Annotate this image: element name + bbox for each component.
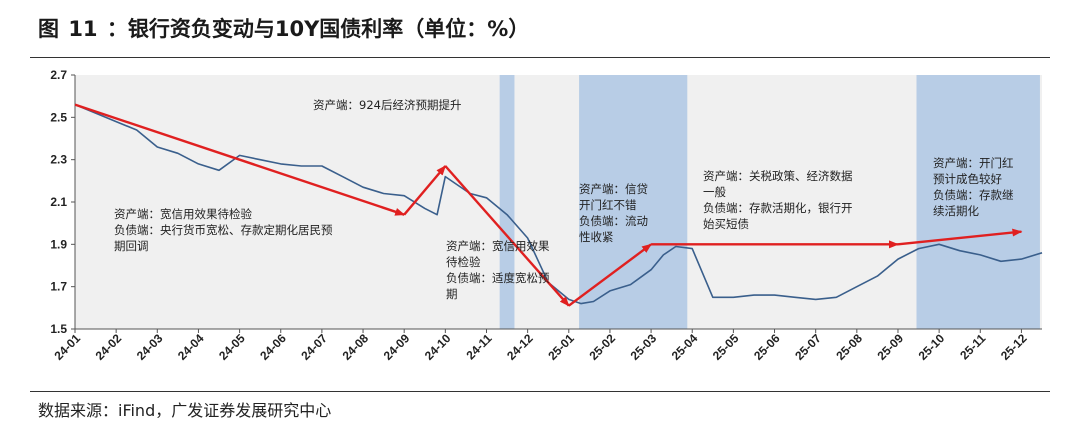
shaded-period-2 xyxy=(579,75,688,329)
x-tick-label: 24-02 xyxy=(93,331,125,363)
x-tick-label: 24-08 xyxy=(340,331,372,363)
figure-title-prefix: 图 xyxy=(38,17,59,41)
x-tick-label: 24-06 xyxy=(257,331,289,363)
x-tick-label: 25-05 xyxy=(710,331,742,363)
y-tick-label: 2.1 xyxy=(50,195,67,209)
x-tick-label: 25-12 xyxy=(998,331,1030,363)
annotation-3-line-4: 期 xyxy=(446,287,458,301)
x-tick-label: 24-10 xyxy=(422,331,454,363)
source-note: 数据来源：iFind，广发证券发展研究中心 xyxy=(38,401,332,420)
annotation-1-line-1: 资产端：924后经济预期提升 xyxy=(313,98,461,112)
annotation-3-line-3: 负债端：适度宽松预 xyxy=(446,271,550,285)
annotation-6-line-2: 预计成色较好 xyxy=(933,172,1002,186)
y-tick-label: 2.3 xyxy=(50,153,67,167)
annotation-5-line-3: 负债端：存款活期化，银行开 xyxy=(703,201,853,215)
annotation-4-line-1: 资产端：信贷 xyxy=(579,182,648,196)
y-tick-label: 1.9 xyxy=(50,237,67,251)
x-tick-label: 24-05 xyxy=(216,331,248,363)
annotation-6-line-1: 资产端：开门红 xyxy=(933,156,1014,170)
annotation-6-line-4: 续活期化 xyxy=(933,204,979,218)
annotation-4-line-2: 开门红不错 xyxy=(579,198,637,212)
annotation-5-line-2: 一般 xyxy=(703,185,726,199)
title-divider xyxy=(30,57,1050,58)
annotation-6-line-3: 负债端：存款继 xyxy=(933,188,1014,202)
annotation-3-line-1: 资产端：宽信用效果 xyxy=(446,239,550,253)
x-tick-label: 24-09 xyxy=(381,331,413,363)
x-tick-label: 25-07 xyxy=(792,331,824,363)
x-tick-label: 25-01 xyxy=(545,331,577,363)
figure-title-text: ：银行资负变动与10Y国债利率（单位：%） xyxy=(106,17,530,41)
y-tick-label: 2.5 xyxy=(50,110,67,124)
shaded-period-3 xyxy=(916,75,1040,329)
x-tick-label: 25-08 xyxy=(833,331,865,363)
x-tick-label: 25-11 xyxy=(957,331,988,362)
figure-title-number: 11 xyxy=(68,17,98,41)
x-tick-label: 25-09 xyxy=(874,331,906,363)
figure-title: 图 11 ：银行资负变动与10Y国债利率（单位：%） xyxy=(38,14,529,44)
trend-arrow-4 xyxy=(568,243,652,307)
x-tick-label: 24-11 xyxy=(463,331,494,362)
y-tick-label: 1.5 xyxy=(50,322,67,336)
shaded-period-1 xyxy=(499,75,515,329)
annotation-5-line-1: 资产端：关税政策、经济数据 xyxy=(703,169,853,183)
annotation-4-line-4: 性收紧 xyxy=(579,230,614,244)
x-tick-label: 24-03 xyxy=(134,331,166,363)
annotation-3-line-2: 待检验 xyxy=(446,255,481,269)
plot-area xyxy=(75,75,1042,329)
y-tick-label: 2.7 xyxy=(50,68,67,82)
y-tick-label: 1.7 xyxy=(50,280,67,294)
series-line-10y-yield xyxy=(74,103,1043,305)
annotation-2-line-1: 资产端：宽信用效果待检验 xyxy=(114,207,252,221)
trend-arrow-1 xyxy=(74,103,406,216)
trend-arrow-6 xyxy=(897,228,1023,246)
trend-arrow-2 xyxy=(403,165,447,216)
x-tick-label: 25-06 xyxy=(751,331,783,363)
annotation-2-line-2: 负债端：央行货币宽松、存款定期化居民预 xyxy=(114,223,333,237)
annotation-5-line-4: 始买短债 xyxy=(703,217,749,231)
x-tick-label: 25-02 xyxy=(586,331,618,363)
annotation-2-line-3: 期回调 xyxy=(114,239,149,253)
x-tick-label: 24-12 xyxy=(504,331,536,363)
trend-arrow-3 xyxy=(444,165,570,307)
x-tick-label: 25-03 xyxy=(628,331,660,363)
annotation-4-line-3: 负债端：流动 xyxy=(579,214,648,228)
x-tick-label: 24-07 xyxy=(298,331,330,363)
x-tick-label: 25-10 xyxy=(916,331,948,363)
source-divider xyxy=(30,391,1050,392)
x-tick-label: 25-04 xyxy=(669,331,701,363)
x-tick-label: 24-04 xyxy=(175,331,207,363)
